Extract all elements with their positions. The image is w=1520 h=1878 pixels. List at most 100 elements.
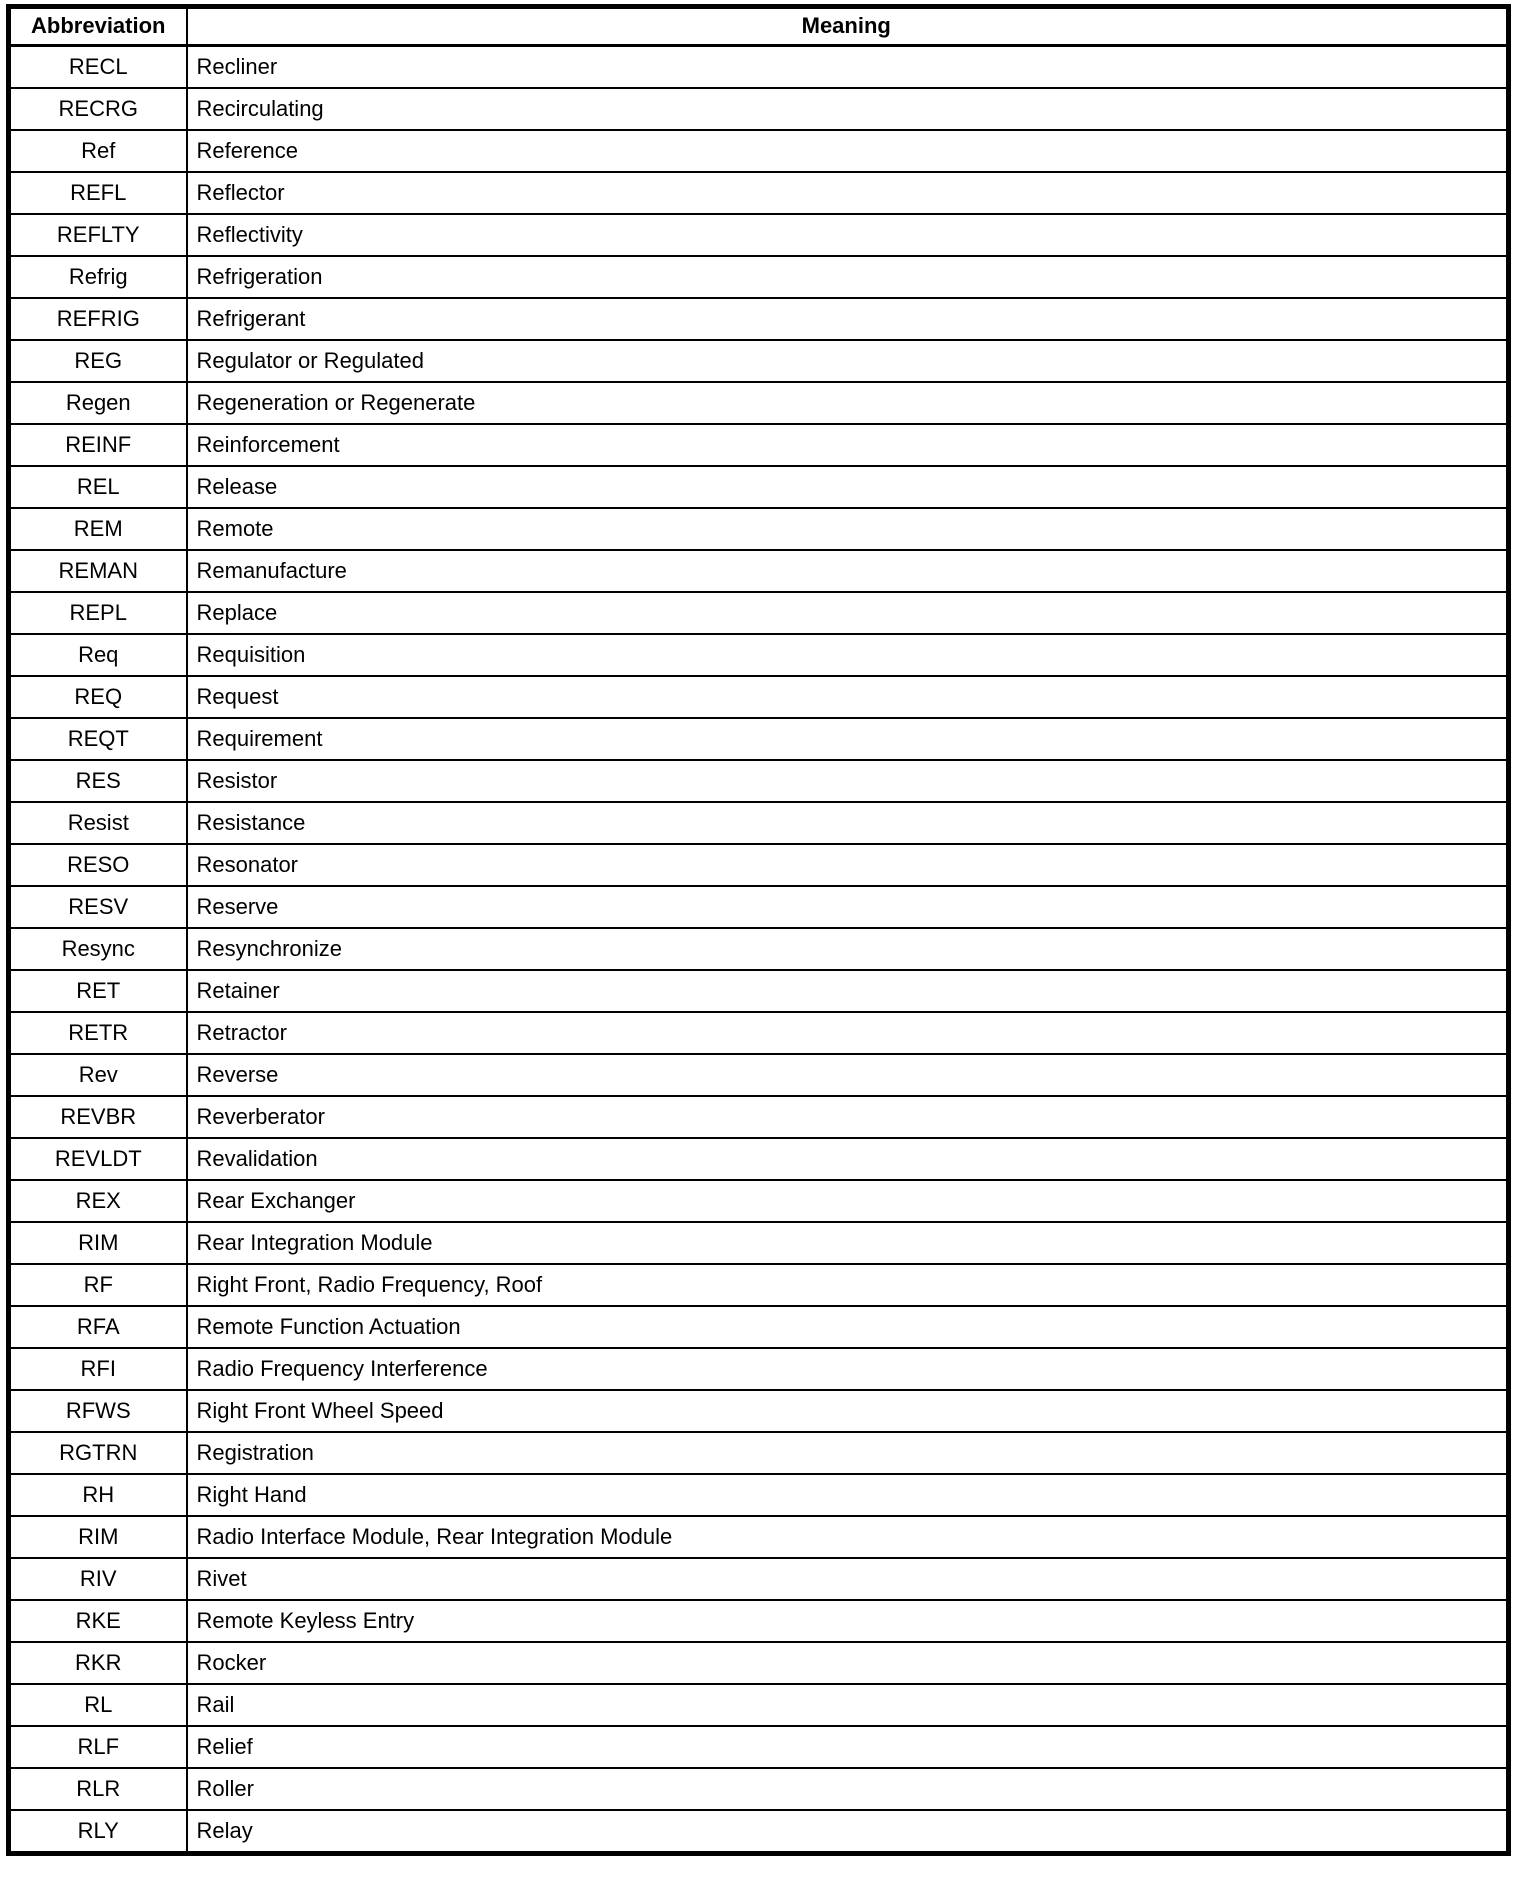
meaning-cell: Relay bbox=[185, 1809, 1510, 1855]
meaning-cell: Reference bbox=[185, 129, 1510, 173]
meaning-cell: Reflector bbox=[185, 171, 1510, 215]
table-row: REINF Reinforcement bbox=[7, 423, 1510, 467]
abbreviation-cell: REM bbox=[7, 507, 188, 551]
meaning-cell: Rocker bbox=[185, 1641, 1510, 1685]
table-row: RGTRN Registration bbox=[7, 1431, 1510, 1475]
table-row: Regen Regeneration or Regenerate bbox=[7, 381, 1510, 425]
table-row: RKE Remote Keyless Entry bbox=[7, 1599, 1510, 1643]
header-row: Abbreviation Meaning bbox=[7, 5, 1510, 47]
abbreviations-table: Abbreviation Meaning RECL Recliner RECRG R… bbox=[6, 4, 1511, 1856]
meaning-cell: Reserve bbox=[185, 885, 1510, 929]
meaning-cell: Reverberator bbox=[185, 1095, 1510, 1139]
abbreviation-cell: Rev bbox=[7, 1053, 188, 1097]
meaning-cell: Roller bbox=[185, 1767, 1510, 1811]
abbreviation-cell: RIV bbox=[7, 1557, 188, 1601]
meaning-cell: Resonator bbox=[185, 843, 1510, 887]
table-row: Ref Reference bbox=[7, 129, 1510, 173]
meaning-cell: Rail bbox=[185, 1683, 1510, 1727]
abbreviation-cell: RFI bbox=[7, 1347, 188, 1391]
table-body: RECL Recliner RECRG Recirculating Ref Refer… bbox=[7, 44, 1510, 1855]
meaning-cell: Right Front, Radio Frequency, Roof bbox=[185, 1263, 1510, 1307]
table-row: REM Remote bbox=[7, 507, 1510, 551]
meaning-cell: Release bbox=[185, 465, 1510, 509]
meaning-cell: Recirculating bbox=[185, 87, 1510, 131]
abbreviation-cell: RIM bbox=[7, 1221, 188, 1265]
abbreviation-cell: RFWS bbox=[7, 1389, 188, 1433]
abbreviation-cell: REX bbox=[7, 1179, 188, 1223]
abbreviation-cell: RIM bbox=[7, 1515, 188, 1559]
meaning-cell: Remanufacture bbox=[185, 549, 1510, 593]
table-row: REFLTY Reflectivity bbox=[7, 213, 1510, 257]
column-header-meaning: Meaning bbox=[185, 5, 1510, 47]
table-row: RIV Rivet bbox=[7, 1557, 1510, 1601]
abbreviation-cell: Regen bbox=[7, 381, 188, 425]
abbreviation-cell: REFL bbox=[7, 171, 188, 215]
table-row: RL Rail bbox=[7, 1683, 1510, 1727]
abbreviation-cell: REFLTY bbox=[7, 213, 188, 257]
meaning-cell: Request bbox=[185, 675, 1510, 719]
table-row: RFWS Right Front Wheel Speed bbox=[7, 1389, 1510, 1433]
meaning-cell: Regulator or Regulated bbox=[185, 339, 1510, 383]
meaning-cell: Registration bbox=[185, 1431, 1510, 1475]
table-row: RIM Radio Interface Module, Rear Integrat… bbox=[7, 1515, 1510, 1559]
abbreviation-cell: REINF bbox=[7, 423, 188, 467]
abbreviation-cell: RLY bbox=[7, 1809, 188, 1855]
table-row: REX Rear Exchanger bbox=[7, 1179, 1510, 1223]
abbreviation-cell: RESV bbox=[7, 885, 188, 929]
table-header: Abbreviation Meaning bbox=[7, 5, 1510, 47]
abbreviation-cell: RGTRN bbox=[7, 1431, 188, 1475]
meaning-cell: Recliner bbox=[185, 44, 1510, 89]
table-row: Req Requisition bbox=[7, 633, 1510, 677]
meaning-cell: Reinforcement bbox=[185, 423, 1510, 467]
table-row: RETR Retractor bbox=[7, 1011, 1510, 1055]
meaning-cell: Remote Function Actuation bbox=[185, 1305, 1510, 1349]
abbreviation-cell: REFRIG bbox=[7, 297, 188, 341]
table-row: RESV Reserve bbox=[7, 885, 1510, 929]
abbreviation-cell: RLF bbox=[7, 1725, 188, 1769]
abbreviation-cell: REVLDT bbox=[7, 1137, 188, 1181]
table-row: Resync Resynchronize bbox=[7, 927, 1510, 971]
table-row: Refrig Refrigeration bbox=[7, 255, 1510, 299]
abbreviation-cell: REL bbox=[7, 465, 188, 509]
meaning-cell: Refrigeration bbox=[185, 255, 1510, 299]
abbreviation-cell: REQ bbox=[7, 675, 188, 719]
table-row: RKR Rocker bbox=[7, 1641, 1510, 1685]
meaning-cell: Resynchronize bbox=[185, 927, 1510, 971]
table-row: REQT Requirement bbox=[7, 717, 1510, 761]
meaning-cell: Replace bbox=[185, 591, 1510, 635]
column-header-abbreviation: Abbreviation bbox=[7, 5, 188, 47]
abbreviation-cell: RLR bbox=[7, 1767, 188, 1811]
table-row: REVBR Reverberator bbox=[7, 1095, 1510, 1139]
meaning-cell: Radio Interface Module, Rear Integration… bbox=[185, 1515, 1510, 1559]
meaning-cell: Requirement bbox=[185, 717, 1510, 761]
abbreviation-cell: REVBR bbox=[7, 1095, 188, 1139]
abbreviation-cell: REG bbox=[7, 339, 188, 383]
table-row: REQ Request bbox=[7, 675, 1510, 719]
meaning-cell: Right Front Wheel Speed bbox=[185, 1389, 1510, 1433]
table-row: RLY Relay bbox=[7, 1809, 1510, 1855]
meaning-cell: Reverse bbox=[185, 1053, 1510, 1097]
meaning-cell: Resistor bbox=[185, 759, 1510, 803]
meaning-cell: Retractor bbox=[185, 1011, 1510, 1055]
meaning-cell: Resistance bbox=[185, 801, 1510, 845]
table-row: REPL Replace bbox=[7, 591, 1510, 635]
table-row: RLR Roller bbox=[7, 1767, 1510, 1811]
abbreviation-cell: RL bbox=[7, 1683, 188, 1727]
table-row: Resist Resistance bbox=[7, 801, 1510, 845]
meaning-cell: Rear Exchanger bbox=[185, 1179, 1510, 1223]
abbreviation-cell: Refrig bbox=[7, 255, 188, 299]
meaning-cell: Revalidation bbox=[185, 1137, 1510, 1181]
meaning-cell: Remote Keyless Entry bbox=[185, 1599, 1510, 1643]
abbreviation-cell: RF bbox=[7, 1263, 188, 1307]
meaning-cell: Refrigerant bbox=[185, 297, 1510, 341]
abbreviation-cell: RFA bbox=[7, 1305, 188, 1349]
meaning-cell: Right Hand bbox=[185, 1473, 1510, 1517]
table-row: REFL Reflector bbox=[7, 171, 1510, 215]
meaning-cell: Requisition bbox=[185, 633, 1510, 677]
table-row: REVLDT Revalidation bbox=[7, 1137, 1510, 1181]
table-row: RF Right Front, Radio Frequency, Roof bbox=[7, 1263, 1510, 1307]
table-row: REFRIG Refrigerant bbox=[7, 297, 1510, 341]
meaning-cell: Radio Frequency Interference bbox=[185, 1347, 1510, 1391]
meaning-cell: Rear Integration Module bbox=[185, 1221, 1510, 1265]
table-row: RLF Relief bbox=[7, 1725, 1510, 1769]
